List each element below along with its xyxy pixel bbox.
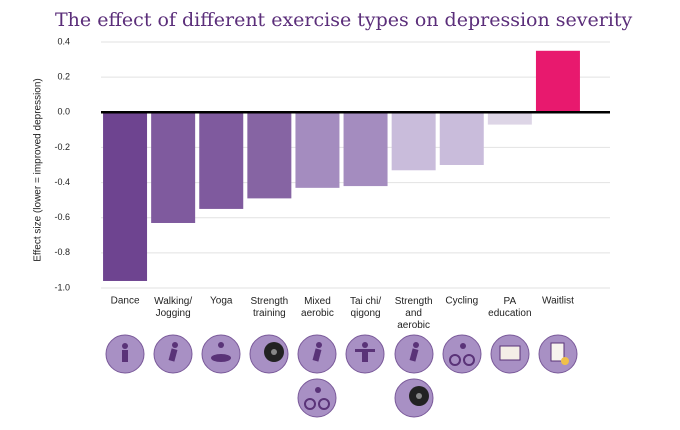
y-tick-label: -1.0 xyxy=(54,282,70,292)
bar xyxy=(391,112,436,171)
y-tick-label: -0.4 xyxy=(54,177,70,187)
bar xyxy=(439,112,484,165)
bar xyxy=(199,112,244,209)
bar xyxy=(151,112,196,223)
y-tick-label: -0.6 xyxy=(54,212,70,222)
x-tick-label: PA education xyxy=(488,296,531,319)
y-tick-label: 0.2 xyxy=(57,72,70,82)
x-tick-label: Walking/Jogging xyxy=(154,296,192,319)
x-tick-label: Strength and aerobic xyxy=(395,296,433,331)
x-tick-label: Tai chi/qigong xyxy=(350,296,381,319)
y-tick-label: 0.4 xyxy=(57,36,70,46)
bar xyxy=(487,112,532,125)
bar xyxy=(103,112,148,281)
x-tick-label: Yoga xyxy=(210,296,233,307)
bar xyxy=(247,112,292,199)
x-tick-label: Waitlist xyxy=(542,296,574,307)
x-tick-label: Cycling xyxy=(445,296,478,307)
bar xyxy=(295,112,340,188)
y-axis-label: Effect size (lower = improved depression… xyxy=(33,78,44,262)
y-tick-label: 0.0 xyxy=(57,107,70,117)
y-tick-label: -0.8 xyxy=(54,247,70,257)
icons xyxy=(105,334,578,418)
x-tick-label: Mixed aerobic xyxy=(301,296,334,319)
chart-title: The effect of different exercise types o… xyxy=(55,9,633,31)
x-tick-label: Strength training xyxy=(250,296,288,319)
y-tick-label: -0.2 xyxy=(54,142,70,152)
bar xyxy=(343,112,388,187)
bar xyxy=(535,50,580,113)
x-tick-label: Dance xyxy=(111,296,140,307)
